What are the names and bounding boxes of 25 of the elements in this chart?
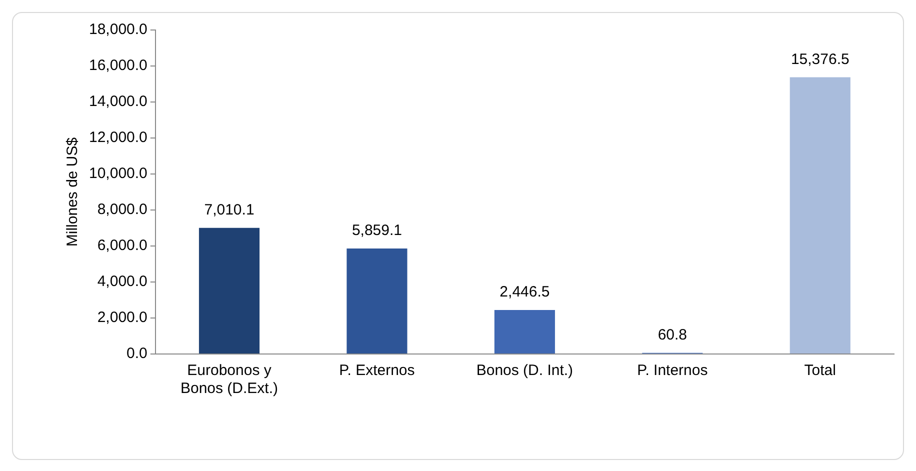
y-tick-label: 2,000.0 — [97, 309, 148, 326]
y-axis-title: Millones de US$ — [64, 136, 82, 247]
y-tick-label: 10,000.0 — [89, 165, 148, 182]
y-tick-label: 14,000.0 — [89, 93, 148, 110]
x-tick-label: P. Internos — [637, 362, 708, 380]
bar — [346, 248, 408, 354]
y-tick-label: 16,000.0 — [89, 57, 148, 74]
data-label: 15,376.5 — [790, 50, 850, 68]
y-tick-label: 12,000.0 — [89, 129, 148, 146]
y-tick-label: 8,000.0 — [97, 201, 148, 218]
data-label: 60.8 — [658, 326, 688, 344]
data-label: 2,446.5 — [500, 284, 550, 301]
y-tick-label: 0.0 — [126, 345, 148, 362]
bar — [198, 228, 260, 354]
y-tick-label: 4,000.0 — [97, 273, 148, 290]
x-tick-label: Eurobonos y Bonos (D.Ext.) — [180, 362, 278, 398]
bar — [790, 77, 850, 354]
data-label: 5,859.1 — [352, 222, 402, 240]
data-label: 7,010.1 — [204, 201, 254, 218]
x-tick-label: P. Externos — [339, 362, 415, 380]
x-tick-label: Total — [804, 362, 836, 380]
y-tick-label: 6,000.0 — [97, 237, 148, 254]
x-tick-label: Bonos (D. Int.) — [476, 362, 574, 380]
bar — [494, 310, 555, 354]
y-tick-label: 18,000.0 — [89, 21, 148, 38]
